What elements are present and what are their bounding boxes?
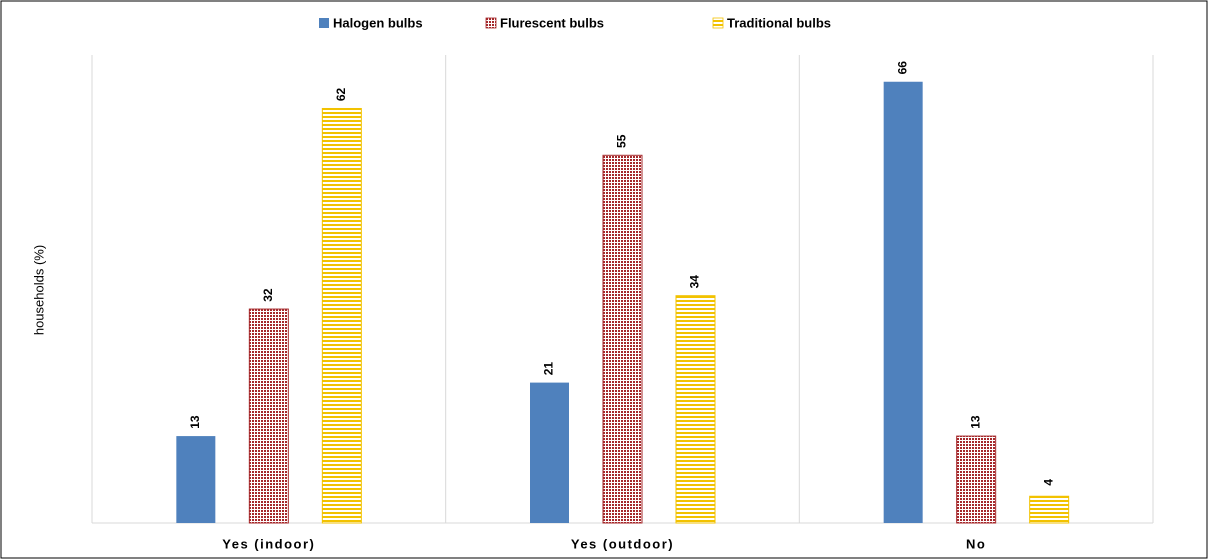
bar [883,81,923,523]
bar [248,308,289,524]
data-label: 62 [334,87,348,101]
x-tick-label: No [966,536,986,551]
bar [602,154,643,524]
x-tick-label: Yes (indoor) [222,536,315,551]
bar [1029,495,1070,524]
data-label: 55 [615,134,629,148]
x-tick-label: Yes (outdoor) [571,536,674,551]
data-label: 4 [1041,479,1055,486]
legend-swatch [485,17,497,29]
legend-swatch [712,17,724,29]
legend-label: Halogen bulbs [333,15,423,30]
bar [176,436,216,523]
data-label: 34 [688,275,702,289]
data-label: 13 [968,415,982,429]
data-label: 13 [188,415,202,429]
bar [321,107,362,524]
bar [675,295,716,524]
y-axis-label: households (%) [31,245,46,335]
data-label: 32 [261,288,275,302]
data-label: 66 [895,61,909,75]
data-label: 21 [542,362,556,376]
bar [530,382,569,523]
bar [956,435,997,524]
legend-label: Traditional bulbs [727,15,831,30]
legend-label: Flurescent bulbs [500,15,604,30]
legend-swatch [319,18,329,28]
